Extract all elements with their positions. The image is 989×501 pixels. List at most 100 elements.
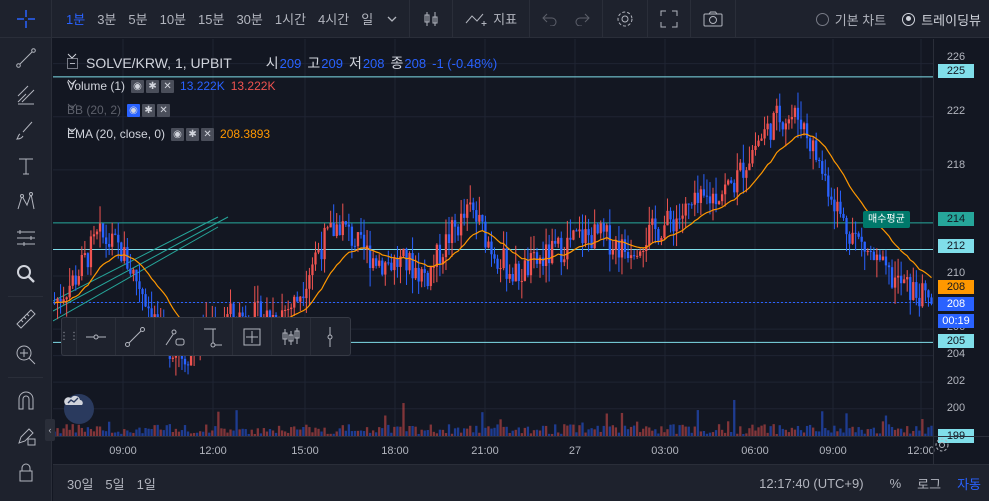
magnet-tool[interactable] (0, 382, 52, 418)
bb-chevron-icon[interactable] (67, 103, 77, 109)
interval-8[interactable]: 일 (361, 12, 374, 27)
interval-3[interactable]: 10분 (159, 12, 187, 27)
volume-study-name[interactable]: Volume (1) (67, 79, 126, 93)
volume-bar (208, 432, 211, 436)
ema-study-name[interactable]: EMA (20, close, 0) (67, 127, 166, 141)
drag-handle-icon[interactable]: ⋮⋮ (59, 331, 79, 342)
log-scale-toggle[interactable]: 로그 (917, 476, 942, 492)
screenshot-button[interactable] (695, 0, 731, 38)
zoom-search-tool[interactable] (0, 256, 52, 292)
volume-bar (599, 431, 602, 436)
remove-study-close-icon[interactable]: ✕ (201, 127, 215, 141)
candle-body (89, 236, 93, 268)
volume-bar (569, 424, 572, 436)
interval-dropdown-chevron-icon[interactable] (379, 0, 405, 38)
zoom-in-tool[interactable] (0, 337, 52, 373)
range-1d-button[interactable]: 1일 (136, 476, 156, 492)
volume-bar (117, 431, 120, 436)
interval-4[interactable]: 15분 (198, 12, 225, 27)
date-price-range-tool[interactable] (232, 318, 271, 355)
range-5d-button[interactable]: 5일 (105, 476, 125, 492)
candle-body (189, 349, 193, 366)
interval-6[interactable]: 1시간 (274, 12, 307, 27)
candle-body (805, 123, 809, 139)
interval-7[interactable]: 4시간 (318, 12, 350, 27)
volume-bar (202, 431, 205, 436)
interval-2[interactable]: 5분 (128, 12, 148, 27)
bars-pattern-tool[interactable] (271, 318, 310, 355)
candle-body (123, 247, 126, 261)
study-settings-gear-icon[interactable]: ✱ (146, 79, 160, 93)
volume-bar (909, 433, 912, 436)
undo-button[interactable] (534, 0, 566, 38)
trend-line-tool[interactable] (115, 318, 154, 355)
candle-body (642, 250, 645, 252)
visibility-eye-icon[interactable]: ◉ (127, 103, 141, 117)
text-tool[interactable] (0, 148, 52, 184)
candle-body (329, 222, 332, 228)
ema-chevron-icon[interactable] (67, 127, 77, 133)
candle-body (547, 244, 551, 264)
remove-study-close-icon[interactable]: ✕ (161, 79, 175, 93)
study-settings-gear-icon[interactable]: ✱ (186, 127, 200, 141)
redo-button[interactable] (566, 0, 598, 38)
interval-1[interactable]: 3분 (97, 12, 117, 27)
crosshair-icon[interactable] (0, 0, 52, 38)
study-settings-gear-icon[interactable]: ✱ (142, 103, 156, 117)
percent-scale-toggle[interactable]: % (889, 475, 902, 491)
candle-body (893, 277, 897, 288)
collapse-legend-icon[interactable] (67, 57, 78, 69)
indicators-button[interactable]: 지표 (457, 0, 525, 38)
volume-bar (262, 428, 266, 436)
basic-chart-radio[interactable]: 기본 차트 (815, 10, 886, 29)
pitchfork-tool[interactable] (0, 76, 52, 112)
volume-bar (95, 426, 99, 436)
interval-0[interactable]: 1분 (66, 12, 86, 27)
interval-5[interactable]: 30분 (236, 12, 263, 27)
tradingview-radio[interactable]: 트레이딩뷰 (902, 10, 981, 29)
visibility-eye-icon[interactable]: ◉ (131, 79, 145, 93)
price-range-tool[interactable] (193, 318, 232, 355)
volume-chevron-icon[interactable] (67, 79, 77, 85)
volume-bar (475, 425, 478, 436)
lock-drawings-tool[interactable] (0, 418, 52, 454)
lock-tool[interactable] (0, 454, 52, 490)
candle-body (499, 268, 502, 270)
collapse-left-toolbar-handle[interactable]: ‹ (45, 419, 55, 441)
volume-value-1: 13.222K (180, 79, 225, 93)
volume-bar (426, 430, 429, 436)
range-30d-button[interactable]: 30일 (67, 476, 94, 492)
axis-settings-button[interactable] (933, 436, 989, 464)
horizontal-ray-tool[interactable] (76, 318, 115, 355)
symbol-chevron-icon[interactable] (67, 53, 77, 59)
candle-body (299, 296, 302, 302)
volume-bar (848, 428, 851, 436)
visibility-eye-icon[interactable]: ◉ (171, 127, 185, 141)
callout-tool[interactable] (154, 318, 193, 355)
ruler-tool[interactable] (0, 301, 52, 337)
candle-body (921, 283, 924, 307)
vertical-line-tool[interactable] (310, 318, 349, 355)
trendline-tool[interactable] (0, 40, 52, 76)
volume-bar (135, 429, 138, 436)
brush-tool[interactable] (0, 112, 52, 148)
fullscreen-button[interactable] (652, 0, 686, 38)
pattern-tool[interactable] (0, 184, 52, 220)
candle-body (447, 234, 451, 244)
price-axis[interactable]: 2262252222182142122102082082062052042022… (933, 39, 989, 443)
price-tick-label: 205 (938, 333, 974, 348)
candle-body (120, 242, 123, 261)
price-chart-svg[interactable] (53, 39, 989, 464)
candle-type-button[interactable] (414, 0, 448, 38)
bb-study-name[interactable]: BB (20, 2) (67, 103, 122, 117)
chart-pane[interactable]: SOLVE/KRW, 1, UPBIT 시 209 고 209 저 208 종 208 … (45, 39, 989, 464)
time-axis[interactable]: 09:00 12:00 15:00 18:00 21:00 27 03:00 06:00 09:… (53, 436, 935, 464)
clock-timezone[interactable]: 12:17:40 (UTC+9) (759, 475, 864, 491)
remove-study-close-icon[interactable]: ✕ (157, 103, 171, 117)
auto-scale-toggle[interactable]: 자동 (957, 476, 981, 492)
symbol-title[interactable]: SOLVE/KRW, 1, UPBIT (86, 55, 232, 71)
avg-buy-price-label: 매수평균 (863, 211, 910, 228)
tradingview-logo[interactable] (64, 394, 94, 424)
settings-button[interactable] (607, 0, 643, 38)
prediction-tool[interactable] (0, 220, 52, 256)
